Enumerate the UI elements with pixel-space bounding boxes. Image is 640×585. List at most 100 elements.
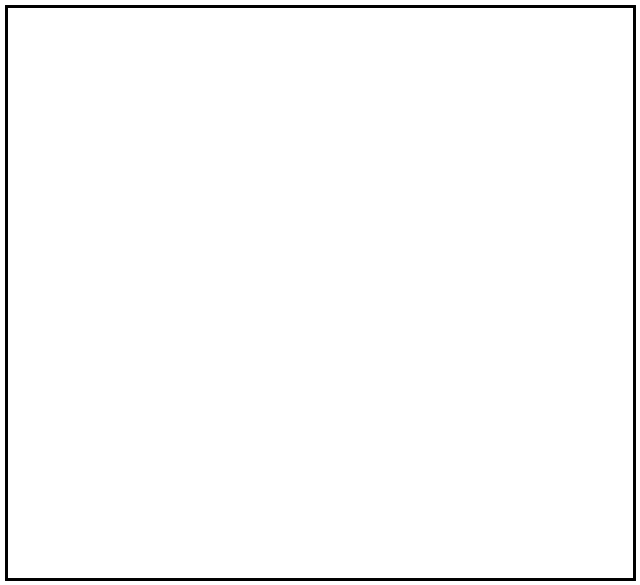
Bar <box>6 178 634 203</box>
Bar <box>6 429 634 454</box>
Text: Northern Europe: Northern Europe <box>12 311 116 322</box>
Text: 99.5: 99.5 <box>512 436 536 446</box>
Bar <box>6 404 634 429</box>
Text: Spain: Spain <box>12 111 44 121</box>
Text: H1-2024: H1-2024 <box>365 58 426 71</box>
Text: Subtotal Europe: Subtotal Europe <box>12 461 111 472</box>
Bar <box>6 253 634 278</box>
Bar <box>6 554 634 579</box>
Text: Nordics: Nordics <box>12 261 55 271</box>
Text: 1.9%: 1.9% <box>574 85 602 95</box>
Text: 5.0%: 5.0% <box>574 261 602 271</box>
Text: 113.4: 113.4 <box>505 361 536 371</box>
Bar <box>6 128 634 153</box>
Text: 95.4: 95.4 <box>512 111 536 121</box>
Text: 136.6: 136.6 <box>406 161 438 171</box>
Bar <box>6 378 634 404</box>
Text: %: % <box>582 58 594 71</box>
Text: 313.1: 313.1 <box>504 85 536 95</box>
Text: 5.7%: 5.7% <box>573 235 603 246</box>
Text: Central and Eastern Europe: Central and Eastern Europe <box>12 235 182 246</box>
Text: 22.4%: 22.4% <box>571 436 605 446</box>
Text: 63.6: 63.6 <box>413 261 438 271</box>
Text: The Netherlands: The Netherlands <box>12 286 104 296</box>
Text: 363.3: 363.3 <box>404 536 438 547</box>
Text: 8.3%: 8.3% <box>574 211 602 221</box>
Text: United States - Shopping Centres: United States - Shopping Centres <box>12 486 196 496</box>
Text: 5.1%: 5.1% <box>573 461 603 472</box>
Text: Total URW: Total URW <box>12 561 77 572</box>
Text: 3.3: 3.3 <box>420 511 438 521</box>
Text: 408.6: 408.6 <box>502 135 536 146</box>
Text: 121.8: 121.8 <box>406 436 438 446</box>
Text: Southern Europe: Southern Europe <box>12 135 115 146</box>
Text: 830.6: 830.6 <box>404 336 438 346</box>
Text: 7.1%: 7.1% <box>574 161 602 171</box>
Text: 295.4: 295.4 <box>404 235 438 246</box>
Text: 77.6: 77.6 <box>414 185 438 196</box>
Text: 48.4: 48.4 <box>512 286 536 296</box>
Bar <box>6 304 634 329</box>
Text: 399.5: 399.5 <box>502 536 536 547</box>
Text: 932.0: 932.0 <box>404 386 438 397</box>
Text: 127.5: 127.5 <box>505 161 536 171</box>
Text: Offices & Others: Offices & Others <box>12 411 104 421</box>
Bar <box>6 504 634 529</box>
Text: Region: Region <box>152 36 202 49</box>
Text: United Kingdom: United Kingdom <box>12 361 102 371</box>
Bar <box>348 6 634 52</box>
Text: 43.5: 43.5 <box>512 411 536 421</box>
Bar <box>6 529 634 554</box>
Text: 360.0: 360.0 <box>406 486 438 496</box>
Text: 102.1: 102.1 <box>406 111 438 121</box>
Text: 2.4%: 2.4% <box>573 386 603 397</box>
Text: 53.8: 53.8 <box>413 411 438 421</box>
Text: 1,452.9: 1,452.9 <box>491 561 536 572</box>
Text: 1,053.3: 1,053.3 <box>490 461 536 472</box>
Text: -11.9%: -11.9% <box>569 511 607 521</box>
Text: 81.2: 81.2 <box>413 211 438 221</box>
Text: 50.4: 50.4 <box>414 286 438 296</box>
Bar <box>6 353 634 378</box>
Text: 3.7: 3.7 <box>519 511 536 521</box>
Text: 23.7%: 23.7% <box>571 411 605 421</box>
Text: 60.5: 60.5 <box>512 261 536 271</box>
Bar <box>6 103 634 128</box>
Bar <box>6 153 634 178</box>
Text: -10.6%: -10.6% <box>569 361 607 371</box>
Bar <box>6 78 634 103</box>
Text: 3.1%: 3.1% <box>573 135 603 146</box>
Text: 797.0: 797.0 <box>502 336 536 346</box>
Text: 910.4: 910.4 <box>502 386 536 397</box>
Text: 77.1: 77.1 <box>512 185 536 196</box>
Text: Germany: Germany <box>12 211 62 221</box>
Text: 101.4: 101.4 <box>407 361 438 371</box>
Bar <box>6 278 634 304</box>
Bar <box>6 203 634 228</box>
Text: Gross Rental Income (€Mn): Gross Rental Income (€Mn) <box>388 22 593 36</box>
Text: Subtotal Continental Europe-Shopping Centres: Subtotal Continental Europe-Shopping Cen… <box>12 336 300 346</box>
Text: 114.0: 114.0 <box>404 311 438 322</box>
Text: Central Europe: Central Europe <box>12 161 97 171</box>
Text: Subtotal Europe-Shopping Centres: Subtotal Europe-Shopping Centres <box>12 386 225 397</box>
Bar <box>6 228 634 253</box>
Text: 1.2%: 1.2% <box>573 561 603 572</box>
Text: France: France <box>12 85 51 95</box>
Bar <box>6 454 634 479</box>
Text: 4.6%: 4.6% <box>573 311 603 322</box>
Text: Austria: Austria <box>12 185 52 196</box>
Text: 279.5: 279.5 <box>502 235 536 246</box>
Bar <box>6 479 634 504</box>
Text: 319.2: 319.2 <box>407 85 438 95</box>
Text: 108.9: 108.9 <box>502 311 536 322</box>
Text: 7.0%: 7.0% <box>574 111 602 121</box>
Bar <box>6 329 634 353</box>
Text: 0.7%: 0.7% <box>574 185 602 196</box>
Text: United States - Offices & Others: United States - Offices & Others <box>12 511 190 521</box>
Text: 395.8: 395.8 <box>505 486 536 496</box>
Text: 4.2%: 4.2% <box>574 286 602 296</box>
Bar <box>6 6 348 78</box>
Text: -9.1%: -9.1% <box>571 536 605 547</box>
Text: 1,470.8: 1,470.8 <box>393 561 438 572</box>
Text: 75.0: 75.0 <box>512 211 536 221</box>
